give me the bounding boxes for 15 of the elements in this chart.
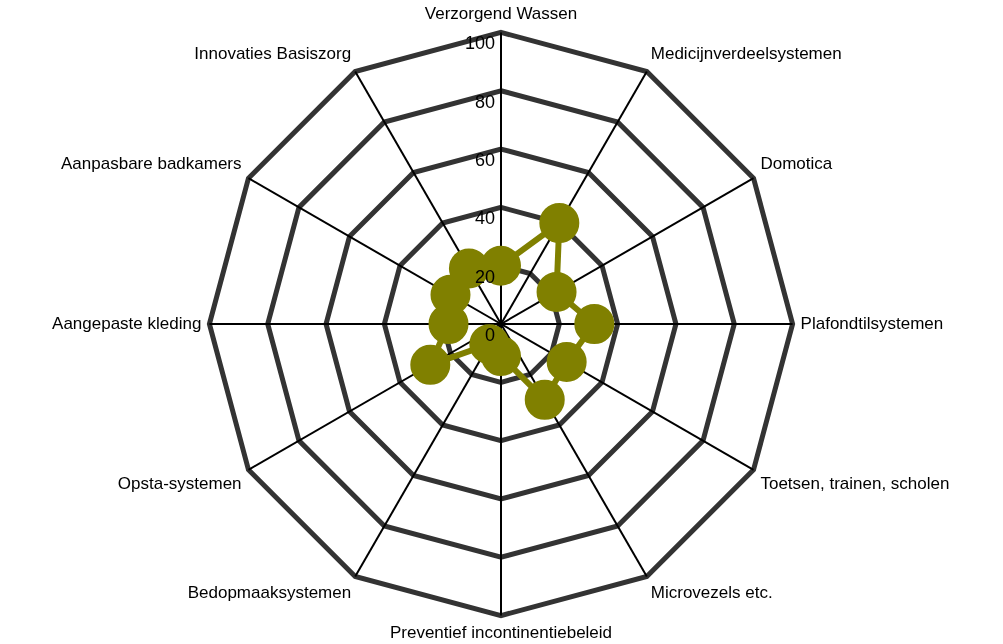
y-tick-label: 80 <box>474 91 495 112</box>
spoke-label: Preventief incontinentiebeleid <box>389 623 613 643</box>
spoke-label: Opsta-systemen <box>117 473 242 493</box>
y-tick-label: 60 <box>474 150 495 171</box>
spoke-label: Plafondtilsystemen <box>800 313 944 333</box>
spoke-label: Innovaties Basiszorg <box>194 44 352 64</box>
spoke-label: Microvezels etc. <box>650 583 773 603</box>
spoke-label: Toetsen, trainen, scholen <box>760 473 950 493</box>
spoke-label: Bedopmaaksystemen <box>187 583 352 603</box>
spoke-label: Aangepaste kleding <box>52 313 202 333</box>
spoke-label: Domotica <box>760 153 833 173</box>
spoke-label: Verzorgend Wassen <box>424 3 578 23</box>
y-tick-label: 100 <box>464 33 495 54</box>
spoke-label: Aanpasbare badkamers <box>61 153 242 173</box>
spoke-label: Medicijnverdeelsystemen <box>650 44 842 64</box>
